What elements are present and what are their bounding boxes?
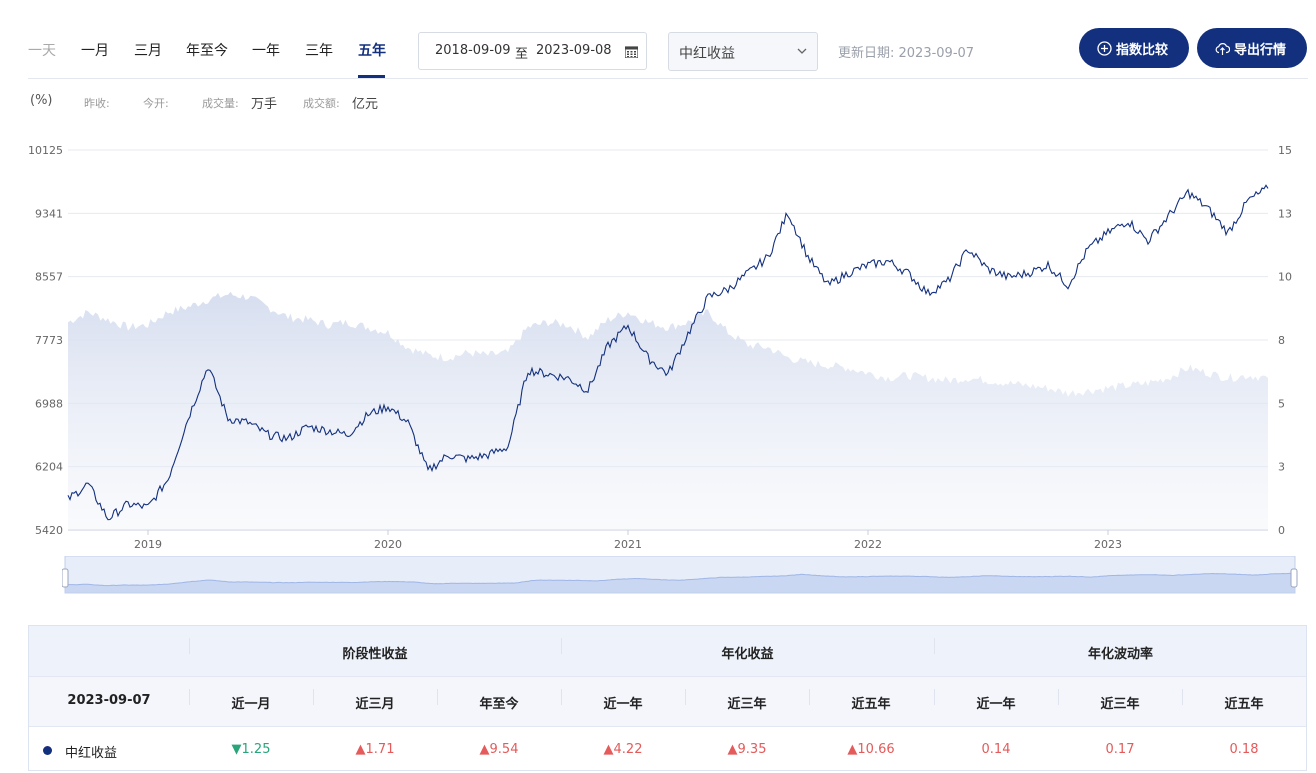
group-header-annualized: 年化收益 bbox=[721, 647, 774, 662]
col-ann-1y: 近一年 bbox=[603, 697, 643, 712]
update-date: 更新日期: 2023-09-07 bbox=[838, 46, 975, 61]
volume-unit: 万手 bbox=[251, 97, 278, 112]
slider-handle-left[interactable] bbox=[62, 568, 69, 588]
left-tick-label: 6988 bbox=[35, 397, 63, 410]
left-tick-label: 9341 bbox=[35, 207, 63, 220]
right-tick-label: 8 bbox=[1278, 334, 1285, 347]
x-tick-label: 2020 bbox=[374, 538, 402, 550]
left-tick-label: 6204 bbox=[35, 461, 63, 474]
left-tick-label: 5420 bbox=[35, 524, 63, 537]
volume-label: 成交量: bbox=[202, 97, 239, 110]
table-cell: ▲9.35 bbox=[727, 742, 767, 757]
table-cell: ▲9.54 bbox=[479, 742, 519, 757]
x-tick-label: 2019 bbox=[134, 538, 162, 550]
col-1m: 近一月 bbox=[231, 697, 271, 712]
table-date: 2023-09-07 bbox=[67, 693, 151, 708]
cloud-upload-icon bbox=[1215, 43, 1230, 55]
right-tick-label: 3 bbox=[1278, 461, 1285, 474]
x-tick-label: 2023 bbox=[1094, 538, 1122, 550]
tab-three-years[interactable]: 三年 bbox=[305, 43, 333, 59]
col-vol-1y: 近一年 bbox=[976, 697, 1016, 712]
table-cell: ▲4.22 bbox=[603, 742, 643, 757]
period-toolbar: 一天 一月 三月 年至今 一年 三年 五年 2018-09-09 至 2023-… bbox=[0, 0, 1316, 79]
active-tab-indicator bbox=[358, 75, 385, 78]
table-cell: 0.18 bbox=[1229, 742, 1259, 757]
tab-one-month[interactable]: 一月 bbox=[81, 43, 109, 59]
index-select-value: 中红收益 bbox=[679, 46, 735, 62]
tab-one-year[interactable]: 一年 bbox=[252, 43, 280, 59]
group-header-period: 阶段性收益 bbox=[342, 647, 408, 662]
row-name: 中红收益 bbox=[65, 746, 118, 761]
left-tick-label: 8557 bbox=[35, 271, 63, 284]
date-start[interactable]: 2018-09-09 bbox=[435, 43, 511, 58]
slider-overview bbox=[64, 572, 1296, 594]
returns-table: 阶段性收益 年化收益 年化波动率 2023-09-07 近一月 近三月 年至今 … bbox=[28, 625, 1307, 771]
prev-close-label: 昨收: bbox=[84, 97, 110, 110]
left-tick-label: 10125 bbox=[28, 144, 63, 157]
date-end[interactable]: 2023-09-08 bbox=[536, 43, 612, 58]
table-cell: 0.17 bbox=[1105, 742, 1135, 757]
tab-one-day[interactable]: 一天 bbox=[28, 43, 56, 59]
left-tick-label: 7773 bbox=[35, 334, 63, 347]
right-tick-label: 15 bbox=[1278, 144, 1292, 157]
index-line bbox=[67, 184, 1269, 521]
amount-unit: 亿元 bbox=[352, 97, 379, 112]
col-vol-5y: 近五年 bbox=[1224, 697, 1264, 712]
calendar-icon[interactable] bbox=[625, 46, 638, 58]
amount-label: 成交额: bbox=[303, 97, 340, 110]
table-cell: ▼1.25 bbox=[231, 742, 271, 757]
x-tick-label: 2022 bbox=[854, 538, 882, 550]
table-column-header: 2023-09-07 近一月 近三月 年至今 近一年 近三年 近五年 近一年 近… bbox=[29, 676, 1306, 727]
col-ytd: 年至今 bbox=[479, 697, 519, 712]
export-label: 导出行情 bbox=[1234, 43, 1287, 58]
open-label: 今开: bbox=[143, 97, 169, 110]
index-select[interactable]: 中红收益 bbox=[668, 32, 818, 71]
col-3m: 近三月 bbox=[355, 697, 395, 712]
price-chart[interactable]: 10125 9341 8557 7773 6988 6204 5420 15 13 10 8 5 3 0… bbox=[0, 130, 1316, 550]
table-cell: ▲10.66 bbox=[847, 742, 895, 757]
x-tick-label: 2021 bbox=[614, 538, 642, 550]
tab-three-months[interactable]: 三月 bbox=[134, 43, 162, 59]
slider-handle-right[interactable] bbox=[1290, 568, 1298, 588]
unit-label: (%) bbox=[30, 93, 53, 108]
col-ann-5y: 近五年 bbox=[851, 697, 891, 712]
right-tick-label: 13 bbox=[1278, 207, 1292, 220]
range-slider[interactable] bbox=[62, 556, 1298, 594]
right-tick-label: 5 bbox=[1278, 397, 1285, 410]
plus-circle-icon bbox=[1097, 41, 1112, 56]
right-tick-label: 10 bbox=[1278, 271, 1292, 284]
col-ann-3y: 近三年 bbox=[727, 697, 767, 712]
export-button[interactable]: 导出行情 bbox=[1197, 28, 1307, 68]
series-dot bbox=[43, 746, 52, 755]
volatility-area bbox=[68, 291, 1268, 530]
table-cell: 0.14 bbox=[981, 742, 1011, 757]
col-vol-3y: 近三年 bbox=[1100, 697, 1140, 712]
chevron-down-icon bbox=[797, 48, 807, 54]
tab-five-years[interactable]: 五年 bbox=[358, 43, 386, 59]
tab-ytd[interactable]: 年至今 bbox=[186, 43, 228, 59]
date-separator: 至 bbox=[515, 47, 529, 62]
group-header-volatility: 年化波动率 bbox=[1087, 647, 1153, 662]
toolbar-divider bbox=[28, 78, 1308, 79]
right-tick-label: 0 bbox=[1278, 524, 1285, 537]
index-compare-label: 指数比较 bbox=[1116, 43, 1169, 58]
table-row[interactable]: 中红收益 ▼1.25 ▲1.71 ▲9.54 ▲4.22 ▲9.35 ▲10.66 0.14… bbox=[29, 726, 1306, 773]
table-cell: ▲1.71 bbox=[355, 742, 395, 757]
date-range-picker[interactable]: 2018-09-09 至 2023-09-08 bbox=[418, 32, 647, 70]
index-compare-button[interactable]: 指数比较 bbox=[1079, 28, 1189, 68]
table-group-header: 阶段性收益 年化收益 年化波动率 bbox=[29, 626, 1306, 676]
